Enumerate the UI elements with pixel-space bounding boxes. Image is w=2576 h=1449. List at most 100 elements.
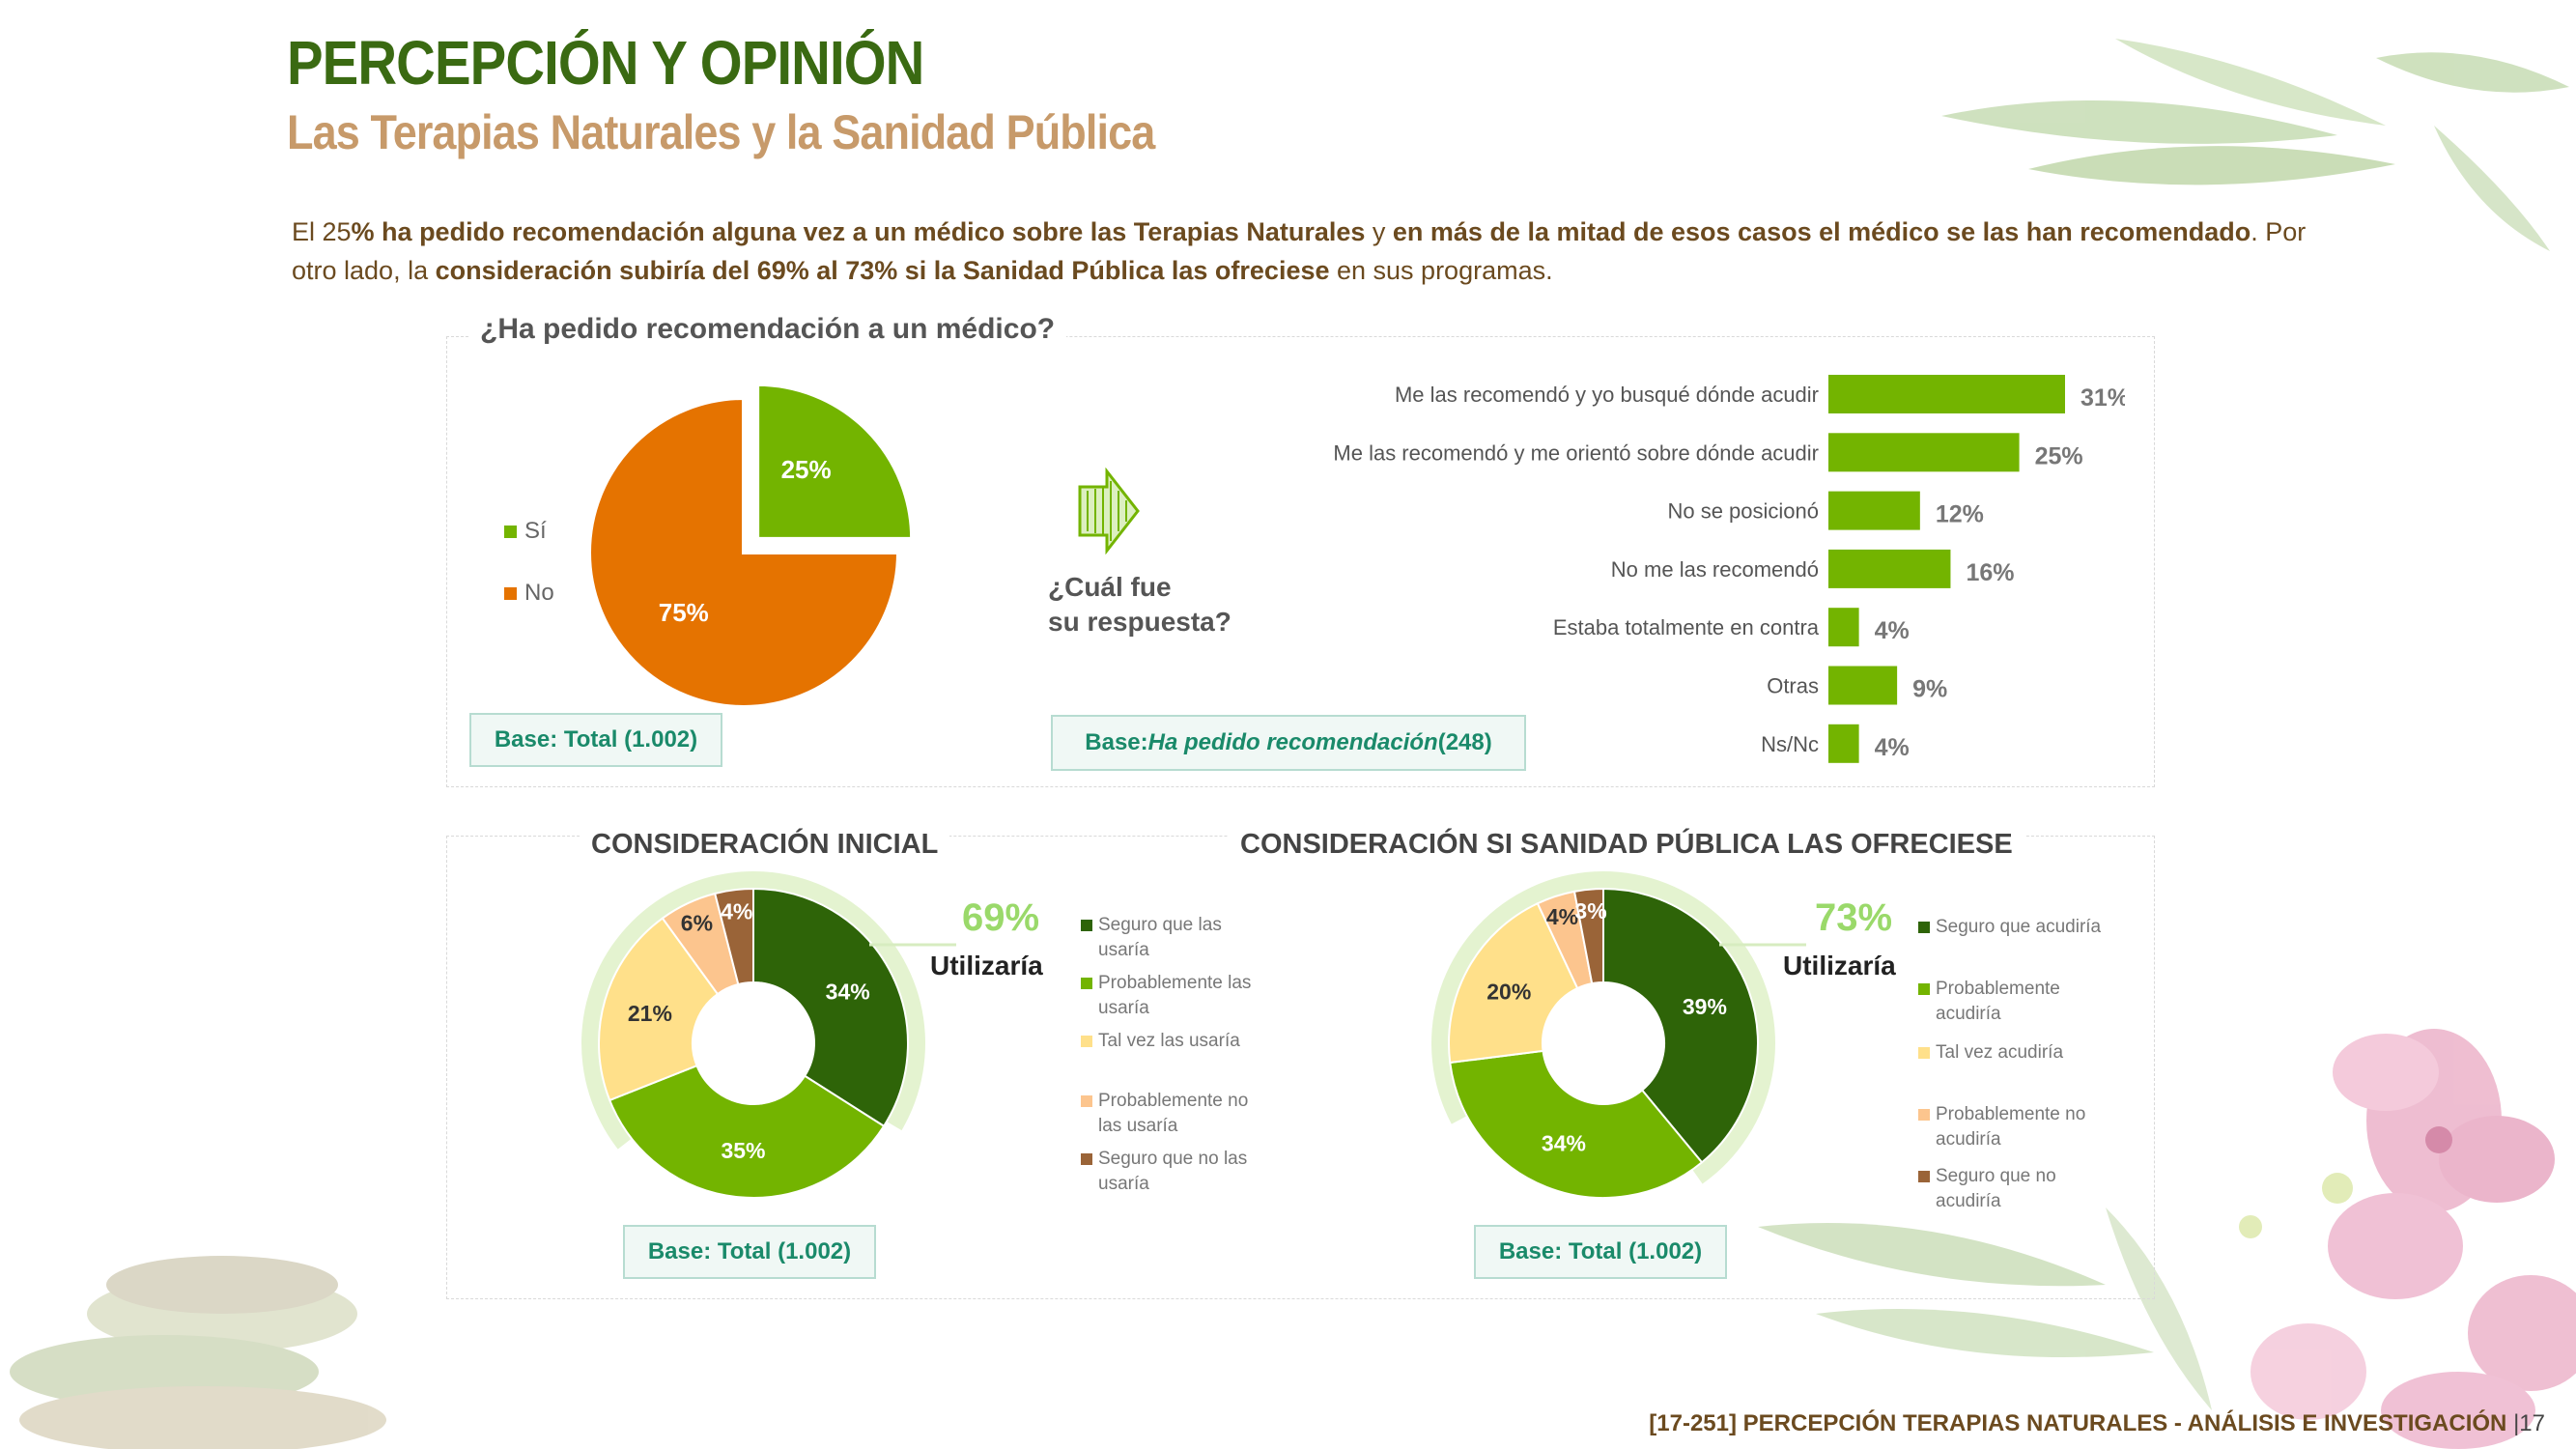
page-number: |17 <box>2513 1410 2545 1436</box>
bar-value-label: 4% <box>1875 617 1910 644</box>
donut-legend-item: Tal vez acudiría <box>1918 1040 2102 1065</box>
donut-segment-label: 4% <box>1546 904 1578 929</box>
initial-utilizaria-label: Utilizaría <box>930 951 1043 980</box>
bar-category-label: Me las recomendó y yo busqué dónde acudi… <box>1395 383 1819 407</box>
footer-text: [17-251] PERCEPCIÓN TERAPIAS NATURALES -… <box>1649 1410 2507 1436</box>
donut-segment-label: 34% <box>826 979 870 1004</box>
donut-legend-item: Probablemente las usaría <box>1081 971 1264 1021</box>
donut-segment <box>598 917 720 1102</box>
pie-slice-no <box>587 395 901 709</box>
bar-value-label: 12% <box>1936 501 1984 528</box>
bar-category-label: Me las recomendó y me orientó sobre dónd… <box>1333 440 1819 465</box>
legend-label: Tal vez las usaría <box>1098 1031 1240 1051</box>
legend-swatch <box>1918 1109 1930 1121</box>
base-total-box: Base: Total (1.002) <box>469 713 722 767</box>
donut-segment-label: 6% <box>681 910 713 935</box>
bar <box>1828 724 1859 763</box>
initial-consideration-title: CONSIDERACIÓN INICIAL <box>580 829 950 861</box>
legend-label: Probablemente no acudiría <box>1936 1104 2086 1150</box>
legend-label: Probablemente acudiría <box>1936 979 2060 1024</box>
legend-swatch <box>1081 1153 1092 1165</box>
donut-legend-item: Probablemente acudiría <box>1918 977 2102 1027</box>
legend-label: Seguro que las usaría <box>1098 915 1222 960</box>
orchid-flowers <box>2239 1029 2576 1449</box>
donut-segment-label: 39% <box>1683 994 1727 1019</box>
zen-stones <box>10 1256 386 1449</box>
bar-value-label: 25% <box>2035 442 2083 469</box>
response-question-line1: ¿Cuál fue <box>1048 572 1172 602</box>
legend-swatch <box>1081 920 1092 931</box>
legend-label: Probablemente las usaría <box>1098 973 1252 1018</box>
donut-segment-label: 35% <box>721 1138 765 1163</box>
bar <box>1828 549 1951 588</box>
legend-label: Seguro que acudiría <box>1936 917 2102 937</box>
base2-suffix: (248) <box>1437 729 1492 755</box>
bar <box>1828 375 2065 413</box>
response-question-label: ¿Cuál fue su respuesta? <box>1048 570 1231 639</box>
base2-prefix: Base: <box>1085 729 1148 755</box>
legend-si: Sí <box>504 518 547 545</box>
donut-segment <box>752 887 909 1128</box>
bar-value-label: 4% <box>1875 734 1910 761</box>
donut-legend-item: Seguro que las usaría <box>1081 913 1264 963</box>
legend-swatch <box>1918 983 1930 995</box>
bar-category-label: Estaba totalmente en contra <box>1553 615 1820 639</box>
public-base-box: Base: Total (1.002) <box>1474 1225 1727 1279</box>
donut-segment-label: 21% <box>628 1001 672 1026</box>
legend-swatch <box>1918 922 1930 933</box>
arrow-right-icon <box>1078 468 1140 554</box>
response-question-line2: su respuesta? <box>1048 607 1231 637</box>
intro-text-4: en más de la mitad de esos casos el médi… <box>1392 217 2251 246</box>
donut-segment <box>608 1064 886 1199</box>
donut-segment <box>1449 1049 1704 1199</box>
public-utilizaria-label: Utilizaría <box>1783 951 1896 980</box>
donut-segment <box>1602 887 1759 1164</box>
intro-text-5: . Por otro lado, la <box>292 217 2307 285</box>
pie-slice-label: 75% <box>659 598 709 627</box>
public-health-consideration-title: CONSIDERACIÓN SI SANIDAD PÚBLICA LAS OFR… <box>1229 829 2024 861</box>
recommendation-panel <box>446 336 2155 787</box>
bamboo-leaves-bottom-right <box>1758 1208 2212 1410</box>
initial-consideration-donut: 34% 35% 21% 6% 4% <box>581 871 956 1199</box>
bar <box>1828 433 2020 472</box>
legend-si-label: Sí <box>524 518 547 544</box>
donut-segment-label: 4% <box>721 898 752 923</box>
legend-swatch <box>1081 1095 1092 1107</box>
pie-slice-label: 25% <box>781 455 832 484</box>
intro-text-1: El 25 <box>292 217 352 246</box>
legend-label: Seguro que no acudiría <box>1936 1166 2056 1211</box>
legend-label: Probablemente no las usaría <box>1098 1091 1249 1136</box>
bar-category-label: Otras <box>1767 674 1819 698</box>
bar <box>1828 666 1898 705</box>
page-title: PERCEPCIÓN Y OPINIÓN <box>287 28 924 98</box>
donut-legend-item: Tal vez las usaría <box>1081 1029 1264 1054</box>
base-recommendation-box: Base: Ha pedido recomendación (248) <box>1051 715 1526 771</box>
public-utilizaria-percent: 73% <box>1815 896 1893 939</box>
bamboo-leaves-top-right <box>1941 39 2569 251</box>
intro-text-2: % ha pedido recomendación alguna vez a u… <box>351 217 1366 246</box>
bar <box>1828 608 1859 647</box>
recommendation-pie-chart: 25% 75% <box>587 382 915 709</box>
footer: [17-251] PERCEPCIÓN TERAPIAS NATURALES -… <box>1649 1410 2545 1437</box>
bar-category-label: No se posicionó <box>1667 499 1819 524</box>
legend-swatch <box>1081 978 1092 989</box>
bar <box>1828 491 1920 530</box>
question-title: ¿Ha pedido recomendación a un médico? <box>468 313 1067 346</box>
donut-segment <box>1448 901 1579 1065</box>
legend-no-label: No <box>524 580 554 606</box>
page-subtitle: Las Terapias Naturales y la Sanidad Públ… <box>287 105 1155 159</box>
intro-text-7: en sus programas. <box>1329 256 1553 285</box>
donut-legend-item: Probablemente no acudiría <box>1918 1102 2102 1152</box>
response-bar-chart: Me las recomendó y yo busqué dónde acudi… <box>1333 375 2125 763</box>
public-consideration-donut: 39% 34% 20% 4%3% <box>1431 871 1806 1199</box>
legend-swatch <box>1081 1036 1092 1047</box>
bar-category-label: Ns/Nc <box>1761 732 1819 756</box>
initial-base-box: Base: Total (1.002) <box>623 1225 876 1279</box>
bar-category-label: No me las recomendó <box>1611 557 1819 582</box>
legend-swatch <box>1918 1171 1930 1182</box>
donut-legend-item: Seguro que no acudiría <box>1918 1164 2102 1214</box>
donut-legend-item: Seguro que no las usaría <box>1081 1147 1264 1197</box>
bar-value-label: 9% <box>1912 676 1947 703</box>
intro-text-3: y <box>1365 217 1393 246</box>
